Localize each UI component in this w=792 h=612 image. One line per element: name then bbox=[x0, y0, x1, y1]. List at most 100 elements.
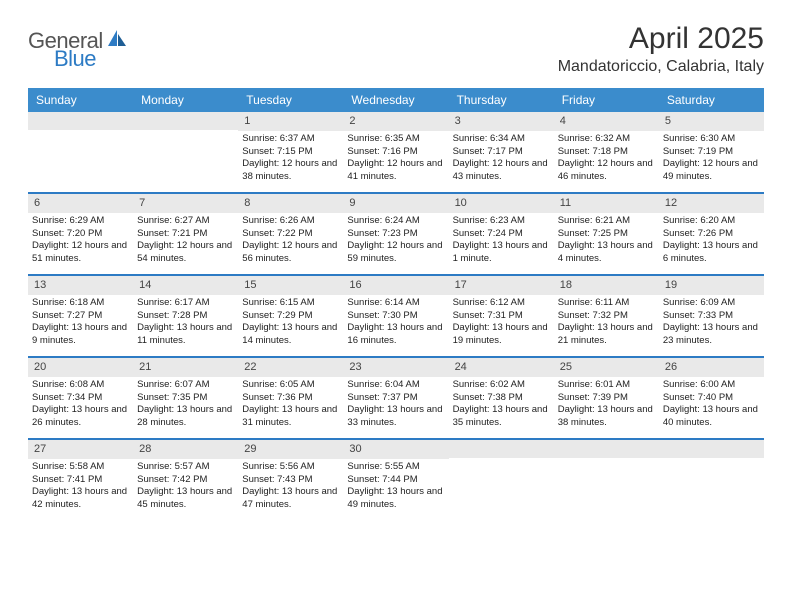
sunrise-line: Sunrise: 5:55 AM bbox=[347, 461, 444, 474]
sunrise-line: Sunrise: 6:17 AM bbox=[137, 297, 234, 310]
dow-saturday: Saturday bbox=[659, 88, 764, 112]
title-block: April 2025 Mandatoriccio, Calabria, Ital… bbox=[558, 22, 764, 76]
sunset-line: Sunset: 7:22 PM bbox=[242, 228, 339, 241]
daylight-line: Daylight: 13 hours and 47 minutes. bbox=[242, 486, 339, 512]
sunset-line: Sunset: 7:39 PM bbox=[558, 392, 655, 405]
dow-monday: Monday bbox=[133, 88, 238, 112]
daylight-line: Daylight: 12 hours and 49 minutes. bbox=[663, 158, 760, 184]
day-number bbox=[449, 440, 554, 458]
day-number: 14 bbox=[133, 276, 238, 295]
day-details: Sunrise: 6:02 AMSunset: 7:38 PMDaylight:… bbox=[449, 377, 554, 436]
day-number: 10 bbox=[449, 194, 554, 213]
daylight-line: Daylight: 13 hours and 28 minutes. bbox=[137, 404, 234, 430]
day-number bbox=[554, 440, 659, 458]
sunrise-line: Sunrise: 6:35 AM bbox=[347, 133, 444, 146]
calendar-cell: 3Sunrise: 6:34 AMSunset: 7:17 PMDaylight… bbox=[449, 112, 554, 192]
day-details: Sunrise: 6:32 AMSunset: 7:18 PMDaylight:… bbox=[554, 131, 659, 190]
day-number: 19 bbox=[659, 276, 764, 295]
calendar-cell: 16Sunrise: 6:14 AMSunset: 7:30 PMDayligh… bbox=[343, 276, 448, 356]
sunrise-line: Sunrise: 6:09 AM bbox=[663, 297, 760, 310]
daylight-line: Daylight: 13 hours and 26 minutes. bbox=[32, 404, 129, 430]
sunrise-line: Sunrise: 6:00 AM bbox=[663, 379, 760, 392]
sunrise-line: Sunrise: 6:01 AM bbox=[558, 379, 655, 392]
day-number: 16 bbox=[343, 276, 448, 295]
calendar-cell: 23Sunrise: 6:04 AMSunset: 7:37 PMDayligh… bbox=[343, 358, 448, 438]
day-number: 2 bbox=[343, 112, 448, 131]
calendar-cell: 14Sunrise: 6:17 AMSunset: 7:28 PMDayligh… bbox=[133, 276, 238, 356]
sunset-line: Sunset: 7:18 PM bbox=[558, 146, 655, 159]
day-number: 17 bbox=[449, 276, 554, 295]
daylight-line: Daylight: 13 hours and 4 minutes. bbox=[558, 240, 655, 266]
sunrise-line: Sunrise: 5:57 AM bbox=[137, 461, 234, 474]
daylight-line: Daylight: 12 hours and 51 minutes. bbox=[32, 240, 129, 266]
brand-name-right: Blue bbox=[54, 46, 96, 72]
day-number: 30 bbox=[343, 440, 448, 459]
calendar-cell: 12Sunrise: 6:20 AMSunset: 7:26 PMDayligh… bbox=[659, 194, 764, 274]
calendar-cell: 20Sunrise: 6:08 AMSunset: 7:34 PMDayligh… bbox=[28, 358, 133, 438]
sunrise-line: Sunrise: 6:27 AM bbox=[137, 215, 234, 228]
daylight-line: Daylight: 13 hours and 31 minutes. bbox=[242, 404, 339, 430]
sunrise-line: Sunrise: 6:30 AM bbox=[663, 133, 760, 146]
sunrise-line: Sunrise: 6:32 AM bbox=[558, 133, 655, 146]
day-number: 22 bbox=[238, 358, 343, 377]
calendar-cell: 25Sunrise: 6:01 AMSunset: 7:39 PMDayligh… bbox=[554, 358, 659, 438]
day-details: Sunrise: 6:24 AMSunset: 7:23 PMDaylight:… bbox=[343, 213, 448, 272]
daylight-line: Daylight: 12 hours and 38 minutes. bbox=[242, 158, 339, 184]
header: General April 2025 Mandatoriccio, Calabr… bbox=[28, 22, 764, 76]
sunset-line: Sunset: 7:17 PM bbox=[453, 146, 550, 159]
daylight-line: Daylight: 12 hours and 41 minutes. bbox=[347, 158, 444, 184]
sunset-line: Sunset: 7:34 PM bbox=[32, 392, 129, 405]
day-details: Sunrise: 5:58 AMSunset: 7:41 PMDaylight:… bbox=[28, 459, 133, 518]
calendar-cell: 5Sunrise: 6:30 AMSunset: 7:19 PMDaylight… bbox=[659, 112, 764, 192]
calendar-cell: 8Sunrise: 6:26 AMSunset: 7:22 PMDaylight… bbox=[238, 194, 343, 274]
sunrise-line: Sunrise: 6:18 AM bbox=[32, 297, 129, 310]
calendar-cell bbox=[133, 112, 238, 192]
day-number: 12 bbox=[659, 194, 764, 213]
sunset-line: Sunset: 7:35 PM bbox=[137, 392, 234, 405]
sunrise-line: Sunrise: 6:24 AM bbox=[347, 215, 444, 228]
calendar-cell bbox=[554, 440, 659, 520]
day-number: 29 bbox=[238, 440, 343, 459]
day-number: 28 bbox=[133, 440, 238, 459]
daylight-line: Daylight: 12 hours and 59 minutes. bbox=[347, 240, 444, 266]
day-details: Sunrise: 6:01 AMSunset: 7:39 PMDaylight:… bbox=[554, 377, 659, 436]
sunset-line: Sunset: 7:32 PM bbox=[558, 310, 655, 323]
daylight-line: Daylight: 13 hours and 1 minute. bbox=[453, 240, 550, 266]
daylight-line: Daylight: 13 hours and 40 minutes. bbox=[663, 404, 760, 430]
day-number: 27 bbox=[28, 440, 133, 459]
day-details: Sunrise: 5:55 AMSunset: 7:44 PMDaylight:… bbox=[343, 459, 448, 518]
calendar-cell: 2Sunrise: 6:35 AMSunset: 7:16 PMDaylight… bbox=[343, 112, 448, 192]
location-text: Mandatoriccio, Calabria, Italy bbox=[558, 58, 764, 76]
day-details: Sunrise: 6:18 AMSunset: 7:27 PMDaylight:… bbox=[28, 295, 133, 354]
daylight-line: Daylight: 13 hours and 16 minutes. bbox=[347, 322, 444, 348]
sunrise-line: Sunrise: 6:11 AM bbox=[558, 297, 655, 310]
calendar-cell bbox=[449, 440, 554, 520]
calendar-cell: 26Sunrise: 6:00 AMSunset: 7:40 PMDayligh… bbox=[659, 358, 764, 438]
sunrise-line: Sunrise: 6:14 AM bbox=[347, 297, 444, 310]
day-number: 1 bbox=[238, 112, 343, 131]
sunset-line: Sunset: 7:44 PM bbox=[347, 474, 444, 487]
day-number: 5 bbox=[659, 112, 764, 131]
day-details: Sunrise: 6:11 AMSunset: 7:32 PMDaylight:… bbox=[554, 295, 659, 354]
sunset-line: Sunset: 7:33 PM bbox=[663, 310, 760, 323]
sunrise-line: Sunrise: 6:15 AM bbox=[242, 297, 339, 310]
daylight-line: Daylight: 13 hours and 6 minutes. bbox=[663, 240, 760, 266]
day-details: Sunrise: 5:56 AMSunset: 7:43 PMDaylight:… bbox=[238, 459, 343, 518]
daylight-line: Daylight: 13 hours and 42 minutes. bbox=[32, 486, 129, 512]
daylight-line: Daylight: 13 hours and 33 minutes. bbox=[347, 404, 444, 430]
day-details: Sunrise: 6:34 AMSunset: 7:17 PMDaylight:… bbox=[449, 131, 554, 190]
day-details: Sunrise: 6:14 AMSunset: 7:30 PMDaylight:… bbox=[343, 295, 448, 354]
day-number: 6 bbox=[28, 194, 133, 213]
calendar-cell bbox=[659, 440, 764, 520]
sunset-line: Sunset: 7:43 PM bbox=[242, 474, 339, 487]
day-number bbox=[28, 112, 133, 130]
daylight-line: Daylight: 13 hours and 14 minutes. bbox=[242, 322, 339, 348]
day-details: Sunrise: 6:05 AMSunset: 7:36 PMDaylight:… bbox=[238, 377, 343, 436]
day-details: Sunrise: 5:57 AMSunset: 7:42 PMDaylight:… bbox=[133, 459, 238, 518]
sunset-line: Sunset: 7:40 PM bbox=[663, 392, 760, 405]
calendar-header-row: SundayMondayTuesdayWednesdayThursdayFrid… bbox=[28, 88, 764, 112]
sunrise-line: Sunrise: 6:02 AM bbox=[453, 379, 550, 392]
day-number: 13 bbox=[28, 276, 133, 295]
dow-thursday: Thursday bbox=[449, 88, 554, 112]
sunset-line: Sunset: 7:27 PM bbox=[32, 310, 129, 323]
